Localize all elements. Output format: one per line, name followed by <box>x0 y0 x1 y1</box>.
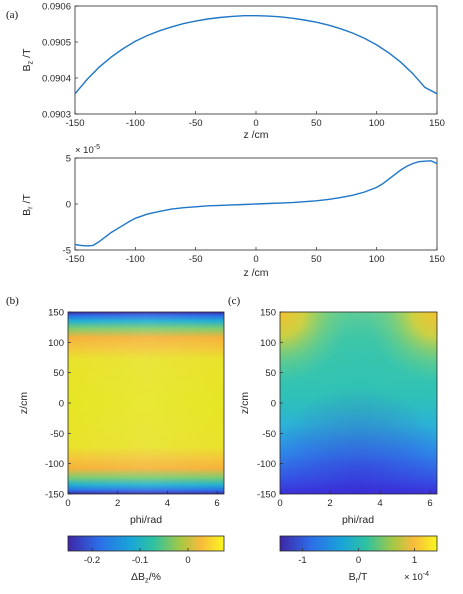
x-tick-label: 100 <box>369 254 385 265</box>
colorbar-c <box>280 536 437 551</box>
br-x-axis-label: z /cm <box>243 267 268 279</box>
y-tick-label: 0.0905 <box>42 38 71 49</box>
x-tick-label: 150 <box>429 254 445 265</box>
x-tick-label: -100 <box>126 118 145 129</box>
y-tick-label: 100 <box>260 338 276 349</box>
bz-ticks: -150 -100 -50 0 50 100 150 0.0903 0.0904 0.0905 0.… <box>42 2 445 130</box>
colorbar-b-frame <box>67 535 225 552</box>
x-tick-label: -50 <box>189 118 203 129</box>
bz-plot-frame <box>74 5 438 115</box>
y-tick-label: 0.0904 <box>42 74 71 85</box>
heatmap-c-y-axis-label: z/cm <box>239 392 251 414</box>
x-tick-label: 0 <box>65 498 70 509</box>
y-tick-label: 0 <box>66 200 71 211</box>
heatmap-c-y-axis-label-text: z/cm <box>239 392 251 414</box>
x-tick-label: 2 <box>327 498 332 509</box>
heatmap-c-corner-left <box>280 312 350 382</box>
br-scale-label: × 10-5 <box>75 144 100 156</box>
y-tick-label: -5 <box>63 246 71 257</box>
x-tick-label: 0 <box>277 498 282 509</box>
colorbar-tick-label: 0 <box>356 555 361 566</box>
br-y-axis-label-text: Br /T <box>21 194 35 216</box>
colorbar-tick-label: 0 <box>185 555 190 566</box>
heatmap-b-shading <box>68 312 224 494</box>
bz-line-chart: -150 -100 -50 0 50 100 150 0.0903 0.0904 0.0905 0.… <box>21 2 445 142</box>
x-tick-label: 4 <box>165 498 170 509</box>
y-tick-label: 0 <box>59 399 64 410</box>
colorbar-tick-label: -0.2 <box>84 555 100 566</box>
y-tick-label: -50 <box>262 429 276 440</box>
heatmap-c-corner-right <box>367 312 437 382</box>
y-tick-label: -50 <box>50 429 64 440</box>
panel-label-c: (c) <box>228 295 241 307</box>
y-tick-label: -100 <box>257 459 276 470</box>
x-tick-label: -100 <box>126 254 145 265</box>
colorbar-b-ticks: -0.2 -0.1 0 <box>84 548 191 566</box>
colorbar-b-label: ΔBz/% <box>131 571 161 585</box>
colorbar-c-scale-label: × 10-4 <box>404 571 429 583</box>
colorbar-c-ticks: -1 0 1 <box>298 548 417 566</box>
heatmap-br: 0 2 4 6 150 100 50 0 -50 -100 -150 phi/rad z/cm -1… <box>239 308 438 585</box>
x-tick-label: 150 <box>429 118 445 129</box>
colorbar-tick-label: -0.1 <box>132 555 148 566</box>
y-tick-label: 0.0903 <box>42 110 71 121</box>
colorbar-c-label: Br/T <box>349 571 368 585</box>
y-tick-label: 150 <box>260 308 276 319</box>
y-tick-label: -150 <box>45 490 64 501</box>
y-tick-label: -100 <box>45 459 64 470</box>
bz-y-axis-label: Bz /T <box>21 48 35 72</box>
heatmap-c-ticks: 0 2 4 6 150 100 50 0 -50 -100 -150 <box>257 308 433 510</box>
colorbar-b <box>68 536 224 551</box>
bz-y-axis-label-text: Bz /T <box>21 48 35 72</box>
heatmap-b-x-axis-label: phi/rad <box>130 514 162 526</box>
x-tick-label: -150 <box>65 118 84 129</box>
x-tick-label: -50 <box>189 254 203 265</box>
panel-label-a: (a) <box>6 9 19 21</box>
colorbar-tick-label: 1 <box>412 555 417 566</box>
colorbar-tick-label: -1 <box>298 555 306 566</box>
x-tick-label: 0 <box>253 254 258 265</box>
y-tick-label: 150 <box>48 308 64 319</box>
y-tick-label: 5 <box>66 154 71 165</box>
x-tick-label: 6 <box>427 498 432 509</box>
bz-series-line <box>74 15 438 95</box>
heatmap-b-y-axis-label: z/cm <box>18 392 30 414</box>
x-tick-label: 2 <box>115 498 120 509</box>
bz-x-axis-label: z /cm <box>243 129 268 141</box>
y-tick-label: -150 <box>257 490 276 501</box>
x-tick-label: 4 <box>377 498 382 509</box>
x-tick-label: 6 <box>214 498 219 509</box>
y-tick-label: 0 <box>271 399 276 410</box>
br-series-line <box>74 160 438 247</box>
heatmap-c-x-axis-label: phi/rad <box>342 514 374 526</box>
heatmap-b-y-axis-label-text: z/cm <box>18 392 30 414</box>
heatmap-b-ticks: 0 2 4 6 150 100 50 0 -50 -100 -150 <box>45 308 220 510</box>
x-tick-label: 50 <box>311 254 322 265</box>
y-tick-label: 100 <box>48 338 64 349</box>
br-y-axis-label: Br /T <box>21 194 35 216</box>
heatmap-delta-bz: 0 2 4 6 150 100 50 0 -50 -100 -150 phi/rad z/cm -0… <box>18 308 225 585</box>
x-tick-label: 50 <box>311 118 322 129</box>
x-tick-label: 0 <box>253 118 258 129</box>
x-tick-label: 100 <box>369 118 385 129</box>
panel-label-b: (b) <box>6 295 19 307</box>
x-tick-label: -150 <box>65 254 84 265</box>
y-tick-label: 50 <box>265 368 276 379</box>
br-line-chart: × 10-5 -150 -100 -50 0 50 100 150-505 z /cm Br… <box>21 144 445 279</box>
br-ticks: -150 -100 -50 0 50 100 150-505 <box>63 154 445 266</box>
y-tick-label: 50 <box>53 368 64 379</box>
y-tick-label: 0.0906 <box>42 2 71 13</box>
